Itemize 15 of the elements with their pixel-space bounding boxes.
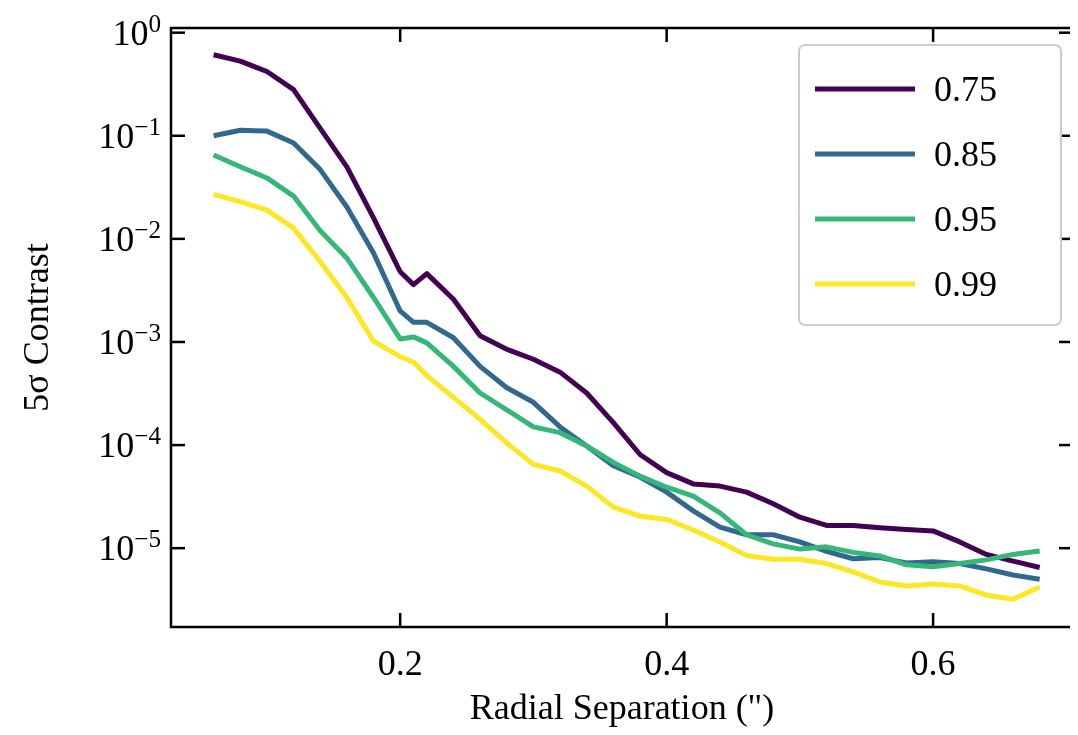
y-tick-label: 10$^{−2}$	[98, 215, 161, 259]
y-tick-label: 10$^{−3}$	[98, 318, 161, 362]
legend-label: 0.95	[934, 199, 997, 239]
legend-label: 0.85	[934, 134, 997, 174]
y-tick-label: 10$^{−4}$	[98, 421, 162, 466]
x-tick-label: 0.2	[377, 643, 423, 683]
y-tick-label: 10$^{−1}$	[98, 112, 161, 156]
x-axis-title: Radial Separation (")	[469, 687, 775, 727]
legend-label: 0.99	[934, 264, 997, 304]
x-tick-label: 0.4	[644, 643, 690, 683]
x-tick-label: 0.6	[910, 643, 956, 683]
y-tick-label: 10$^{−5}$	[98, 524, 161, 569]
legend-label: 0.75	[934, 69, 997, 109]
y-axis-title: 5σ Contrast	[16, 243, 56, 412]
y-tick-label: 10$^{0}$	[112, 9, 161, 53]
